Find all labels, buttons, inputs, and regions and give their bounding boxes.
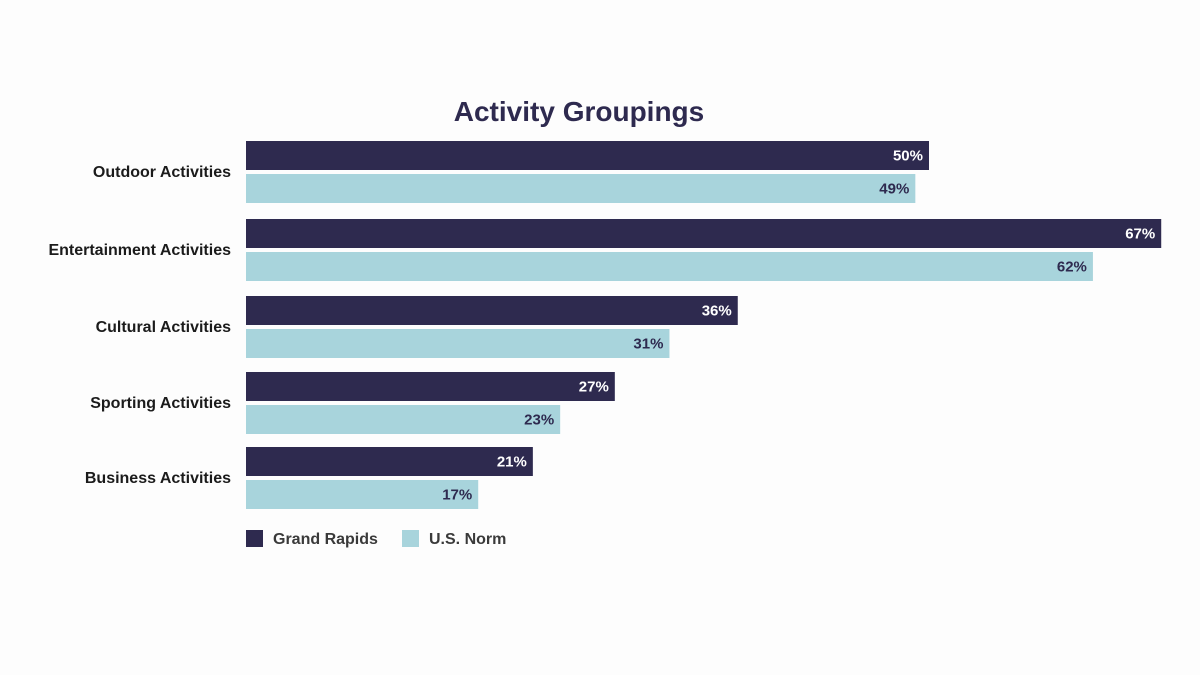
category-label: Business Activities xyxy=(85,470,231,487)
data-label: 67% xyxy=(1125,226,1155,243)
data-label: 36% xyxy=(702,303,732,320)
bar-grand-rapids xyxy=(246,447,533,476)
bar-us-norm xyxy=(246,174,916,203)
data-label: 27% xyxy=(579,379,609,396)
legend-label: Grand Rapids xyxy=(273,531,378,548)
data-label: 50% xyxy=(893,148,923,165)
category-label: Sporting Activities xyxy=(90,395,231,412)
category-label: Outdoor Activities xyxy=(93,164,231,181)
category-label: Cultural Activities xyxy=(96,319,232,336)
bars-layer: Outdoor Activities 50% 49% Entertainment Ac… xyxy=(48,141,1162,509)
bar-us-norm xyxy=(246,329,670,358)
bar-us-norm xyxy=(246,480,479,509)
data-label: 62% xyxy=(1057,259,1087,276)
bar-grand-rapids xyxy=(246,372,615,401)
category-label: Entertainment Activities xyxy=(48,242,231,259)
data-label: 49% xyxy=(879,181,909,198)
bar-us-norm xyxy=(246,252,1093,281)
bar-us-norm xyxy=(246,405,561,434)
legend: Grand Rapids U.S. Norm xyxy=(246,530,506,548)
data-label: 31% xyxy=(633,336,663,353)
legend-label: U.S. Norm xyxy=(429,531,506,548)
bar-grand-rapids xyxy=(246,141,929,170)
data-label: 21% xyxy=(497,454,527,471)
data-label: 17% xyxy=(442,487,472,504)
bar-grand-rapids xyxy=(246,219,1162,248)
legend-swatch xyxy=(246,530,263,547)
chart-title: Activity Groupings xyxy=(454,96,704,127)
legend-swatch xyxy=(402,530,419,547)
data-label: 23% xyxy=(524,412,554,429)
bar-grand-rapids xyxy=(246,296,738,325)
